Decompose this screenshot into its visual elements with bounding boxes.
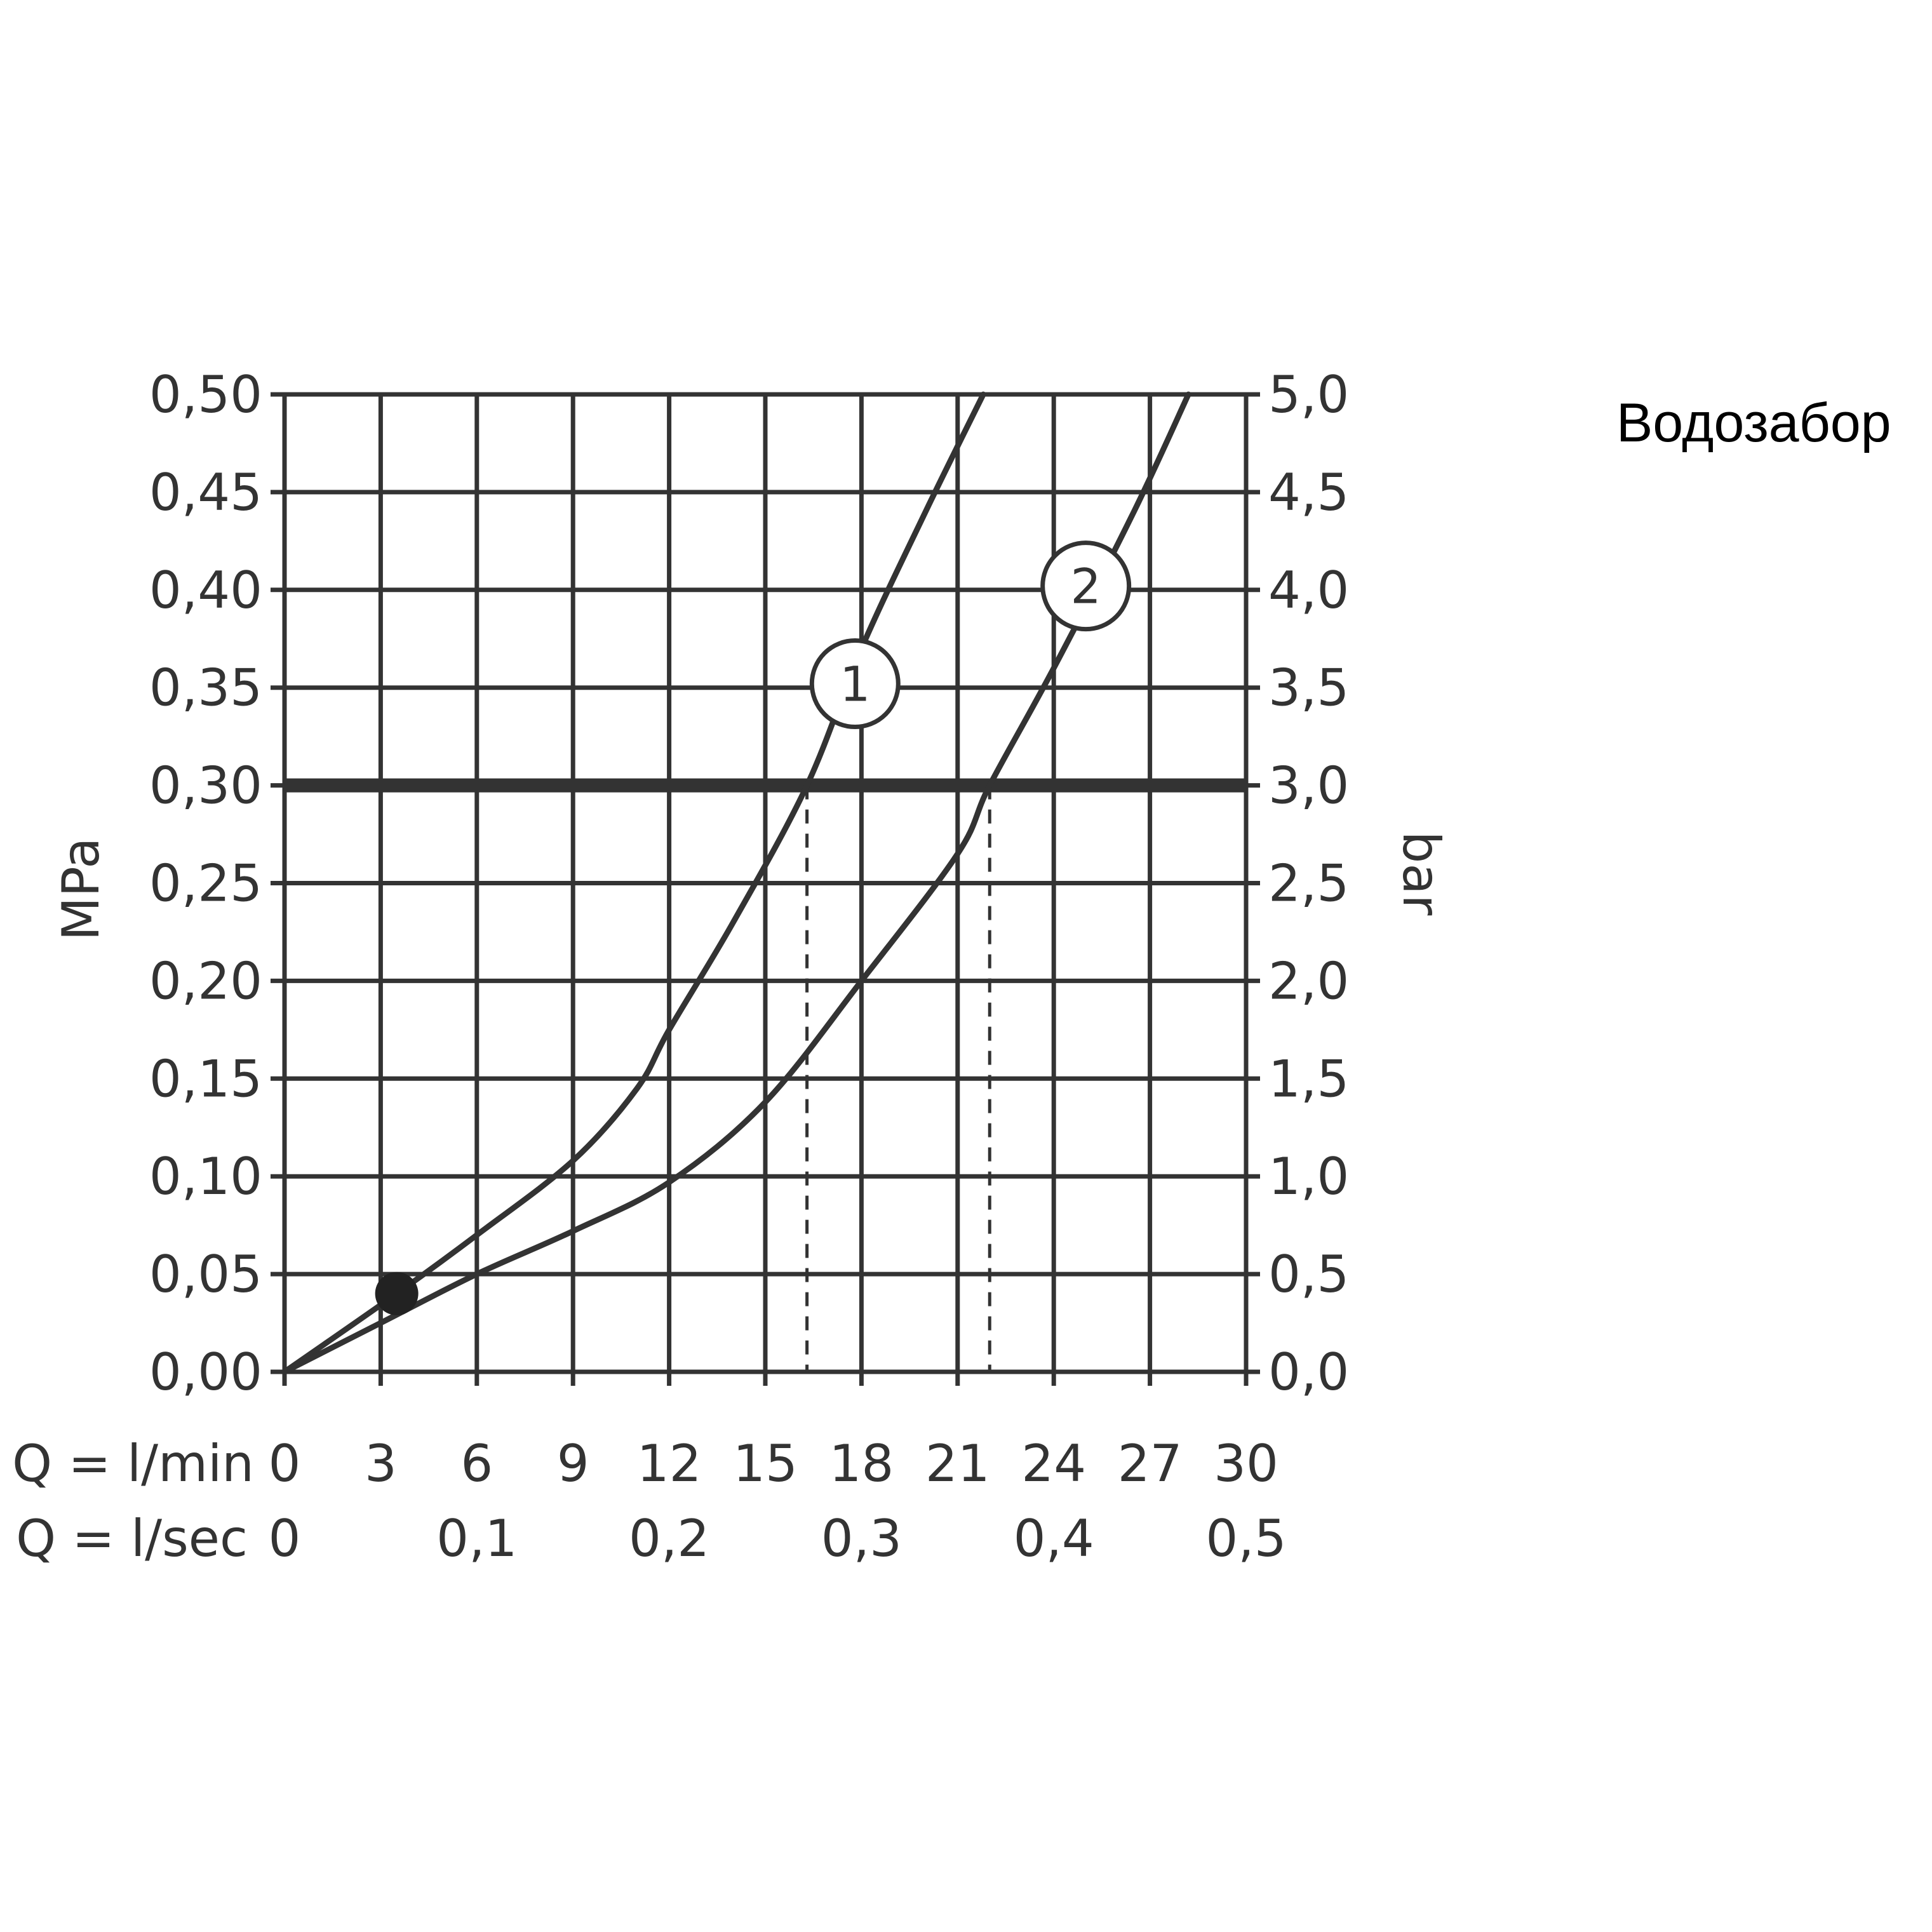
series-2-marker-circle [1040,540,1132,632]
x-primary-tick-label-9: 27 [1118,1434,1183,1493]
y-left-tick-label-2: 0,10 [149,1147,262,1206]
x-secondary-tick-label-2: 0,2 [629,1509,709,1568]
y-right-axis-title: bar [1392,831,1451,916]
y-right-tick-label-0: 0,0 [1268,1343,1349,1402]
series-markers: 12 [375,540,1132,1315]
y-right-tick-label-5: 2,5 [1268,854,1349,913]
y-right-tick-label-3: 1,5 [1268,1049,1349,1108]
y-right-tick-label-8: 4,0 [1268,561,1349,620]
series-2-marker-label: 2 [1070,558,1101,615]
series-1-curve [281,391,986,1375]
x-primary-tick-label-1: 3 [365,1434,397,1493]
grid [271,392,1260,1386]
x-secondary-tick-label-5: 0,5 [1205,1509,1286,1568]
x-primary-tick-label-3: 9 [557,1434,589,1493]
y-left-tick-label-9: 0,45 [149,463,262,522]
y-left-axis-title: MPa [51,838,111,941]
x-secondary-tick-label-0: 0 [269,1509,301,1568]
y-left-tick-label-6: 0,30 [149,756,262,815]
y-left-tick-label-8: 0,40 [149,561,262,620]
y-left-tick-label-4: 0,20 [149,951,262,1010]
series-1-marker-circle [809,638,901,730]
y-right-tick-label-7: 3,5 [1268,659,1349,718]
side-title: Водозабор [1616,392,1891,453]
y-left-tick-label-0: 0,00 [149,1343,262,1402]
y-right-tick-label-4: 2,0 [1268,951,1349,1010]
y-right-tick-label-6: 3,0 [1268,756,1349,815]
x-primary-tick-label-5: 15 [733,1434,798,1493]
y-left-tick-label-7: 0,35 [149,659,262,718]
y-right-tick-label-1: 0,5 [1268,1245,1349,1304]
x-primary-tick-label-7: 21 [925,1434,990,1493]
x-secondary-tick-label-3: 0,3 [821,1509,902,1568]
x-secondary-tick-label-1: 0,1 [436,1509,517,1568]
x-secondary-axis-title: Q = l/sec [16,1509,248,1568]
series-1-marker-label: 1 [840,656,870,713]
reference-line-group [285,778,1246,1372]
point-marker [375,1271,419,1315]
x-primary-tick-label-2: 6 [460,1434,493,1493]
y-left-tick-label-3: 0,15 [149,1049,262,1108]
x-primary-tick-label-6: 18 [829,1434,894,1493]
x-primary-tick-label-8: 24 [1021,1434,1086,1493]
y-left-tick-label-10: 0,50 [149,365,262,424]
y-left-tick-label-5: 0,25 [149,854,262,913]
y-right-tick-label-9: 4,5 [1268,463,1349,522]
x-primary-tick-label-0: 0 [269,1434,301,1493]
x-primary-tick-label-10: 30 [1214,1434,1278,1493]
x-secondary-tick-label-4: 0,4 [1014,1509,1094,1568]
x-primary-axis-title: Q = l/min [12,1434,254,1493]
y-left-tick-label-1: 0,05 [149,1245,262,1304]
x-primary-tick-label-4: 12 [637,1434,702,1493]
tick-labels: 0,000,050,100,150,200,250,300,350,400,45… [149,365,1349,1568]
y-right-tick-label-10: 5,0 [1268,365,1349,424]
y-right-tick-label-2: 1,0 [1268,1147,1349,1206]
